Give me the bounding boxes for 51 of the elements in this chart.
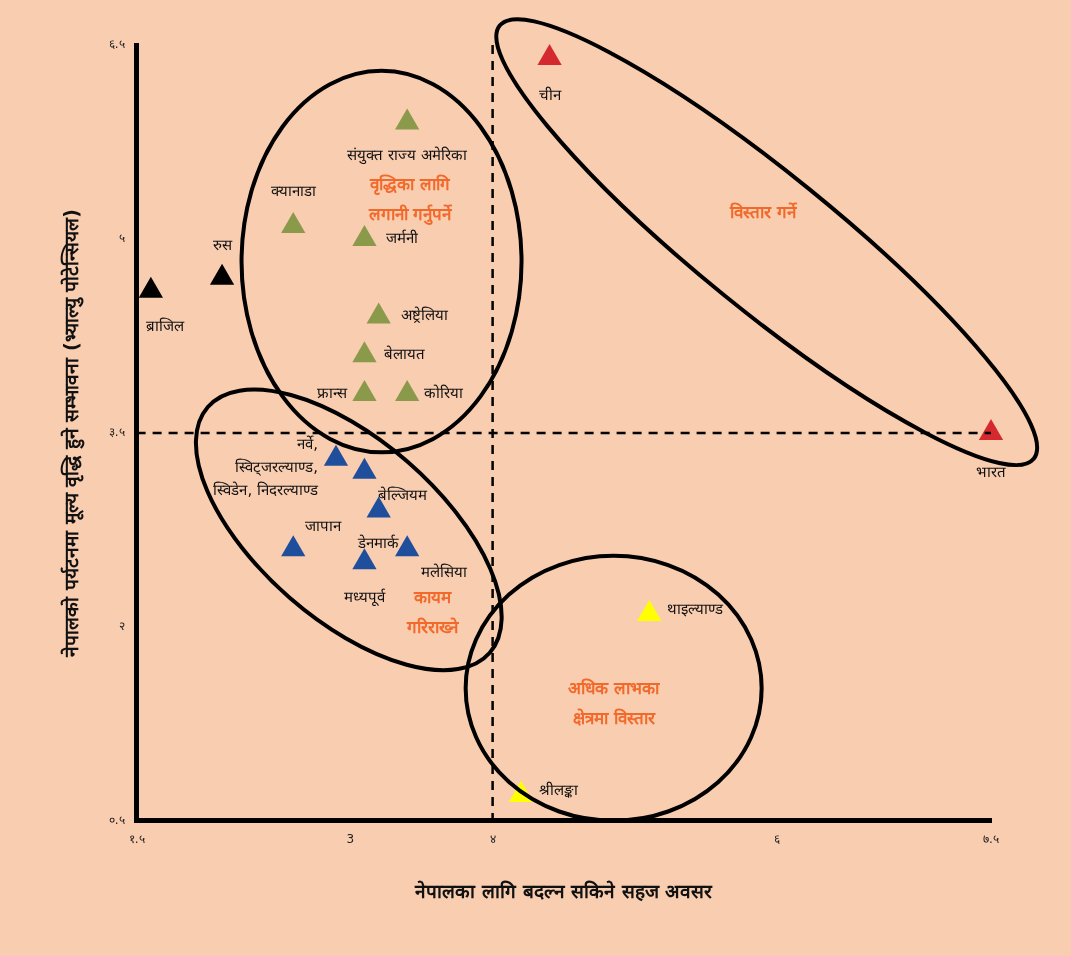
annotation: बेलायत [384, 345, 426, 364]
annotation: मध्यपूर्व [343, 588, 386, 608]
annotation: थाइल्याण्ड [667, 599, 725, 618]
y-tick-label: ३.५ [108, 425, 125, 440]
annotation: वृद्धिका लागि लगानी गर्नुपर्ने [367, 173, 454, 225]
x-tick-label: 3 [346, 832, 355, 847]
annotation: कोरिया [424, 384, 465, 402]
y-axis-title: नेपालको पर्यटनमा मूल्य वृद्धि हुने सम्भावना (भ्याल्यु पोटेन्सियल) [60, 209, 86, 658]
x-tick-label: ४ [489, 832, 496, 847]
x-tick-label: १.५ [128, 832, 145, 847]
point [537, 43, 562, 65]
annotation: विस्तार गर्ने [729, 201, 799, 222]
point [352, 548, 377, 570]
x-tick-label: ७.५ [983, 832, 999, 847]
annotation: ब्राजिल [145, 316, 185, 335]
annotation: कायम गरिराख्ने [406, 587, 460, 638]
x-axis-title: नेपालका लागि बदल्न सकिने सहज अवसर [414, 879, 714, 902]
point [352, 380, 377, 402]
annotation: अधिक लाभका क्षेत्रमा विस्तार [568, 677, 661, 728]
annotation: रुस [212, 235, 233, 254]
point [352, 457, 377, 479]
y-tick-label: ५ [118, 231, 125, 246]
point [138, 276, 163, 298]
y-tick-label: २ [118, 618, 125, 633]
annotation: भारत [976, 462, 1006, 481]
annotation: जापान [305, 517, 343, 536]
annotation: चीन [538, 85, 562, 104]
point [395, 380, 420, 402]
point [395, 108, 420, 130]
annotation: श्रीलङ्का [539, 780, 580, 799]
annotation: डेनमार्क [357, 534, 400, 553]
annotation: जर्मनी [386, 228, 420, 247]
point [281, 212, 306, 234]
x-tick-label: ६ [774, 832, 781, 847]
point [637, 599, 662, 621]
point [323, 444, 349, 466]
y-tick-label: ०.५ [108, 812, 125, 827]
annotation: फ्रान्स [317, 384, 349, 402]
point [978, 418, 1004, 440]
point [281, 535, 306, 557]
annotation: बेल्जियम [378, 485, 429, 504]
point [352, 224, 377, 246]
point [209, 263, 235, 285]
point [366, 302, 391, 324]
annotation: संयुक्त राज्य अमेरिका [347, 146, 468, 166]
annotation: अष्ट्रेलिया [400, 306, 449, 325]
point [352, 341, 377, 363]
y-tick-label: ६.५ [108, 37, 125, 52]
annotation: नर्वे, स्विट्जरल्याण्ड, स्विडेन, निदरल्याण्ड [213, 434, 319, 499]
annotation: मलेसिया [421, 563, 469, 582]
annotation: क्यानाडा [270, 181, 317, 200]
